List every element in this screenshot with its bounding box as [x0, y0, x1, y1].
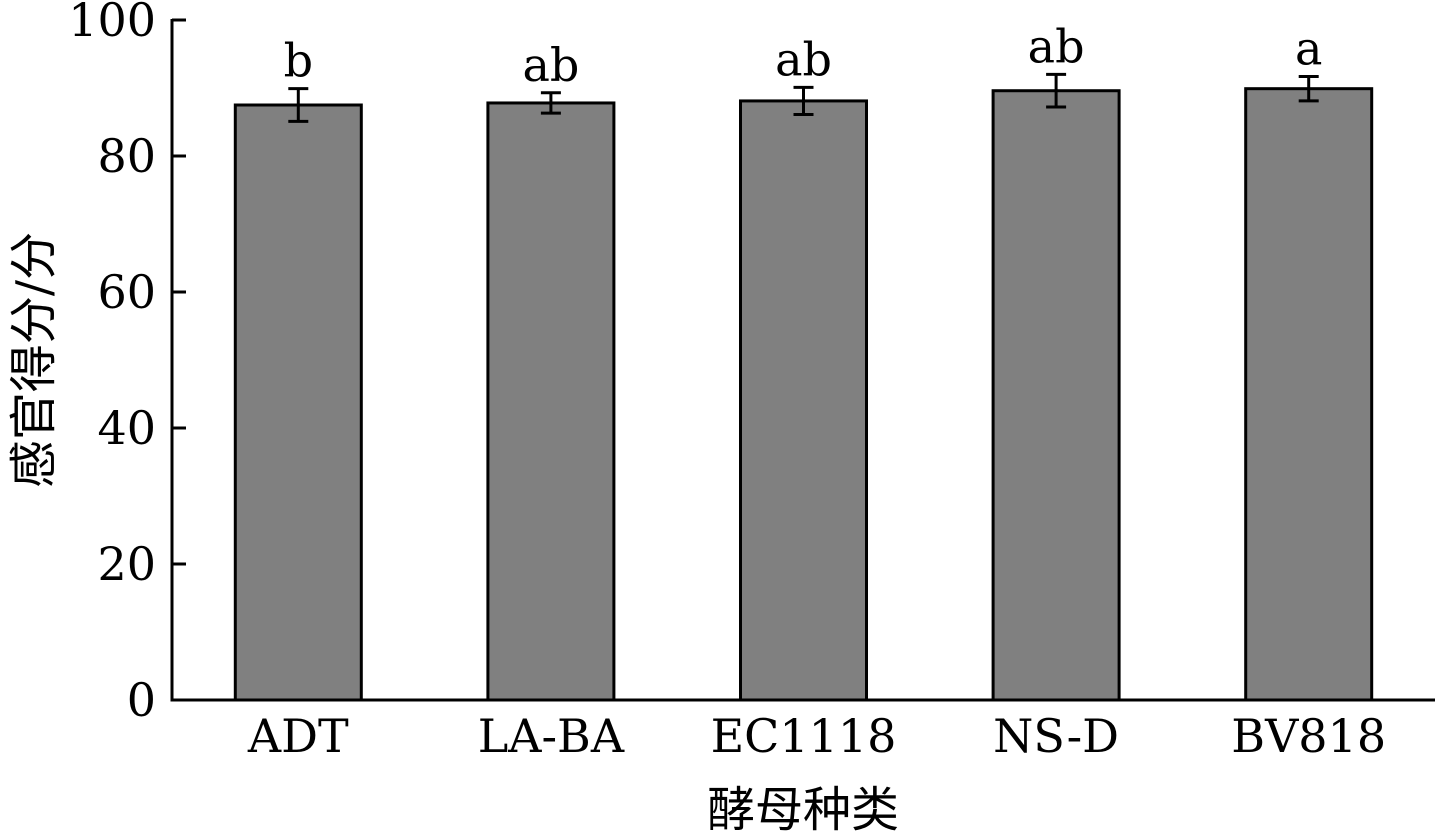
- significance-label: b: [284, 34, 313, 88]
- y-tick-label: 40: [97, 401, 156, 455]
- y-ticks-group: 0 20 40 60 80 100: [68, 0, 186, 727]
- y-axis-title: 感官得分/分: [6, 232, 62, 488]
- bar-adt: [233, 103, 363, 702]
- significance-label: ab: [1028, 19, 1085, 73]
- y-tick-label: 100: [68, 0, 156, 47]
- bar-bv818: [1244, 87, 1374, 702]
- error-bars-group: [288, 72, 1319, 123]
- significance-label: a: [1295, 21, 1322, 75]
- axes-group: [170, 19, 1435, 702]
- x-axis-title: 酵母种类: [707, 782, 899, 834]
- y-tick-label: 60: [97, 265, 156, 319]
- y-tick-label: 20: [97, 537, 156, 591]
- y-tick-label: 80: [97, 129, 156, 183]
- x-category-label: EC1118: [711, 709, 897, 763]
- bar-ec1118: [739, 99, 868, 702]
- x-category-label: ADT: [247, 709, 349, 763]
- x-category-label: NS-D: [993, 709, 1119, 763]
- significance-label: ab: [775, 32, 832, 86]
- x-category-labels-group: ADT LA-BA EC1118 NS-D BV818: [247, 709, 1386, 763]
- bar-la-ba: [486, 101, 616, 702]
- bars-group: [233, 87, 1374, 702]
- significance-label: ab: [522, 38, 579, 92]
- y-tick-label: 0: [127, 673, 156, 727]
- bar-ns-d: [991, 89, 1121, 702]
- x-category-label: BV818: [1231, 709, 1386, 763]
- x-category-label: LA-BA: [478, 709, 625, 763]
- significance-labels-group: b ab ab ab a: [284, 19, 1323, 91]
